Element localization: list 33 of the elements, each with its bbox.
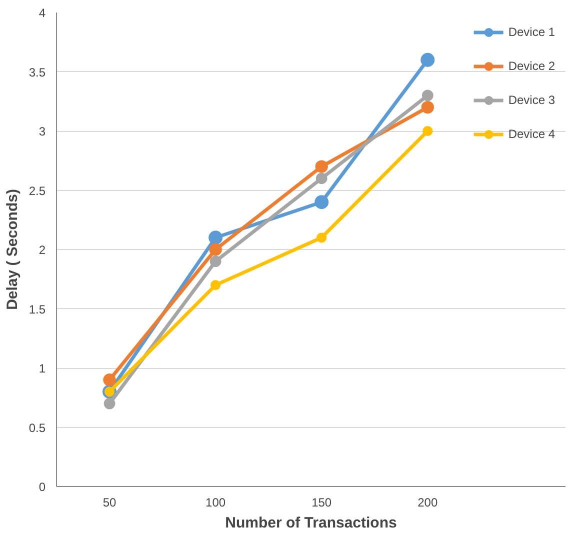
point (314, 195, 329, 210)
point (209, 243, 222, 256)
x-tick-label: 150 (312, 496, 332, 510)
x-tick-label: 100 (206, 496, 226, 510)
y-tick-label: 3.5 (28, 65, 46, 80)
point (316, 232, 327, 243)
x-tick-label: 200 (418, 496, 438, 510)
point (210, 256, 222, 268)
y-tick-label: 0.5 (28, 420, 46, 435)
legend-label: Device 1 (508, 25, 555, 39)
y-tick-label: 1 (38, 362, 46, 376)
legend-label: Device 4 (508, 127, 555, 141)
y-tick-label: 0 (38, 480, 46, 494)
y-tick-label: 2 (38, 243, 46, 257)
point (316, 172, 328, 184)
y-tick-label: 1.5 (28, 302, 46, 316)
point (103, 374, 116, 386)
point (315, 160, 328, 173)
y-tick-label: 3 (38, 124, 46, 138)
point (422, 90, 434, 102)
legend-label: Device 3 (508, 93, 555, 107)
point (422, 126, 433, 136)
x-tick-label: 50 (102, 496, 117, 510)
legend-label: Device 2 (508, 59, 555, 73)
point (104, 398, 116, 410)
y-axis-title: Delay ( Seconds) (4, 189, 21, 310)
point (420, 52, 435, 67)
y-tick-label: 4 (38, 6, 46, 20)
x-axis-title: Number of Transactions (225, 514, 397, 532)
point (421, 100, 434, 114)
point (208, 230, 223, 245)
y-tick-label: 2.5 (28, 184, 46, 198)
point (210, 280, 221, 290)
